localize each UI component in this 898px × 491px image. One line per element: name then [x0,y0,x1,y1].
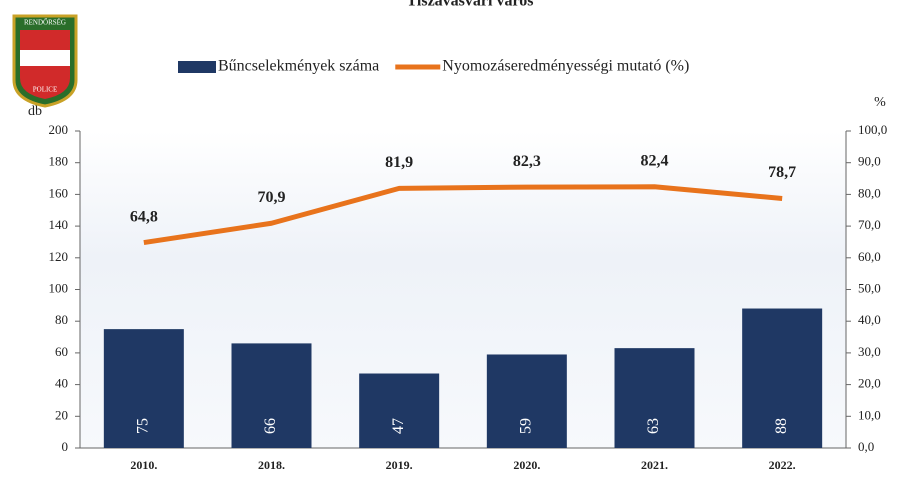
line-value-label: 82,4 [641,152,669,169]
y2-tick-label: 40,0 [858,312,881,327]
plot-background [80,131,846,448]
logo: RENDŐRSÉG POLICE [14,16,76,106]
logo-text: RENDŐRSÉG [24,19,66,27]
x-tick-label: 2022. [769,458,796,472]
y-tick-label: 40 [55,376,68,391]
x-tick-label: 2020. [513,458,540,472]
bar-value-label: 59 [518,418,535,434]
y-tick-label: 60 [55,344,68,359]
y-tick-label: 160 [49,185,69,200]
y2-tick-label: 30,0 [858,344,881,359]
legend-label: Bűncselekmények száma [218,58,379,75]
bar-value-label: 47 [390,418,407,434]
bar-value-label: 66 [262,418,279,434]
chart-title: Tiszavasvári város [407,0,534,10]
y2-tick-label: 60,0 [858,249,881,264]
y2-tick-label: 0,0 [858,439,874,454]
bar-value-label: 75 [135,418,152,434]
bar-value-label: 88 [773,418,790,434]
y2-tick-label: 80,0 [858,185,881,200]
y-tick-label: 180 [49,154,69,169]
y2-tick-label: 50,0 [858,280,881,295]
legend-label: Nyomozáseredményességi mutató (%) [442,58,689,75]
bar-value-label: 63 [645,418,662,434]
y2-axis-label: % [874,95,886,110]
legend-swatch [178,61,216,73]
line-value-label: 78,7 [768,164,796,181]
line-value-label: 82,3 [513,153,541,170]
x-tick-label: 2018. [258,458,285,472]
y-tick-label: 200 [49,122,69,137]
y-tick-label: 140 [49,217,69,232]
line-value-label: 70,9 [258,189,286,206]
y-tick-label: 120 [49,249,69,264]
y-tick-label: 0 [62,439,69,454]
y-tick-label: 80 [55,312,68,327]
y2-tick-label: 70,0 [858,217,881,232]
line-value-label: 64,8 [130,208,158,225]
y-axis-label: db [28,104,42,119]
logo-text: POLICE [33,86,58,94]
y2-tick-label: 100,0 [858,122,887,137]
y2-tick-label: 10,0 [858,407,881,422]
x-tick-label: 2010. [130,458,157,472]
x-tick-label: 2021. [641,458,668,472]
y-tick-label: 20 [55,407,68,422]
bar [359,374,439,448]
y-tick-label: 100 [49,280,69,295]
x-tick-label: 2019. [386,458,413,472]
line-value-label: 81,9 [385,154,413,171]
y2-tick-label: 20,0 [858,376,881,391]
chart: Tiszavasvári város RENDŐRSÉG POLICE db %… [0,0,898,491]
y2-tick-label: 90,0 [858,154,881,169]
